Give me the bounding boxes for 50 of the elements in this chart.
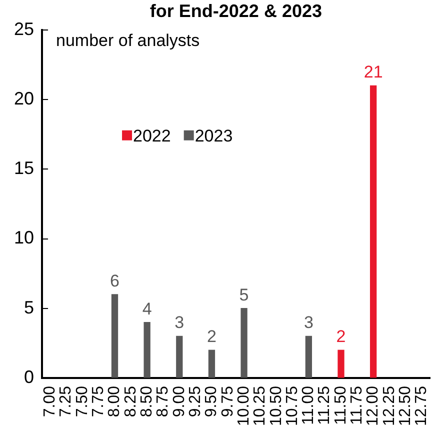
data-label: 4 <box>142 299 152 318</box>
x-tick-label: 11.00 <box>300 386 318 425</box>
x-tick-label: 11.50 <box>332 386 350 425</box>
y-tick-label: 15 <box>14 158 34 178</box>
data-label: 6 <box>110 271 120 290</box>
data-label: 3 <box>174 313 184 332</box>
x-tick-label: 9.75 <box>219 386 236 418</box>
bar <box>111 294 118 378</box>
x-tick-label: 7.25 <box>58 386 75 418</box>
bar <box>370 85 377 378</box>
legend-label: 2022 <box>133 126 171 146</box>
x-tick-label: 7.00 <box>42 386 59 418</box>
data-label: 3 <box>304 313 314 332</box>
x-tick-label: 12.50 <box>397 386 414 426</box>
y-tick-label: 25 <box>14 18 34 39</box>
x-tick-label: 7.50 <box>74 386 91 418</box>
x-tick-label: 10.50 <box>268 386 285 426</box>
y-tick-label: 0 <box>24 366 34 387</box>
data-label: 2 <box>206 327 216 346</box>
bar <box>338 350 344 378</box>
x-tick-label: 9.50 <box>203 386 220 418</box>
bar <box>176 336 183 378</box>
data-label: 21 <box>364 62 383 82</box>
x-tick-label: 10.75 <box>284 386 301 426</box>
x-tick-label: 11.75 <box>348 386 366 425</box>
bar <box>208 350 216 378</box>
legend-label: 2023 <box>194 126 233 146</box>
data-label: 2 <box>336 327 346 346</box>
data-label: 5 <box>239 285 249 304</box>
x-tick-label: 10.25 <box>252 386 269 426</box>
bar <box>144 322 150 378</box>
x-tick-label: 8.25 <box>122 386 140 418</box>
x-tick-label: 12.75 <box>413 386 430 426</box>
x-tick-label: 12.00 <box>364 386 382 426</box>
x-tick-label: 12.25 <box>380 386 398 426</box>
y-tick-label: 10 <box>14 228 34 248</box>
y-axis-title: number of analysts <box>56 31 200 50</box>
y-tick-label: 5 <box>24 297 34 318</box>
x-tick-label: 11.25 <box>316 386 334 425</box>
bar <box>240 308 248 378</box>
x-tick-label: 8.50 <box>138 386 156 418</box>
x-tick-label: 10.00 <box>235 386 252 426</box>
x-tick-label: 9.00 <box>170 386 188 418</box>
chart-title: for End-2022 & 2023 <box>150 1 322 21</box>
x-tick-label: 8.00 <box>106 386 124 418</box>
y-tick-label: 20 <box>14 88 34 109</box>
x-tick-label: 7.75 <box>90 386 107 418</box>
bar <box>305 336 312 378</box>
x-tick-label: 8.75 <box>154 386 172 418</box>
x-tick-label: 9.25 <box>186 386 204 418</box>
